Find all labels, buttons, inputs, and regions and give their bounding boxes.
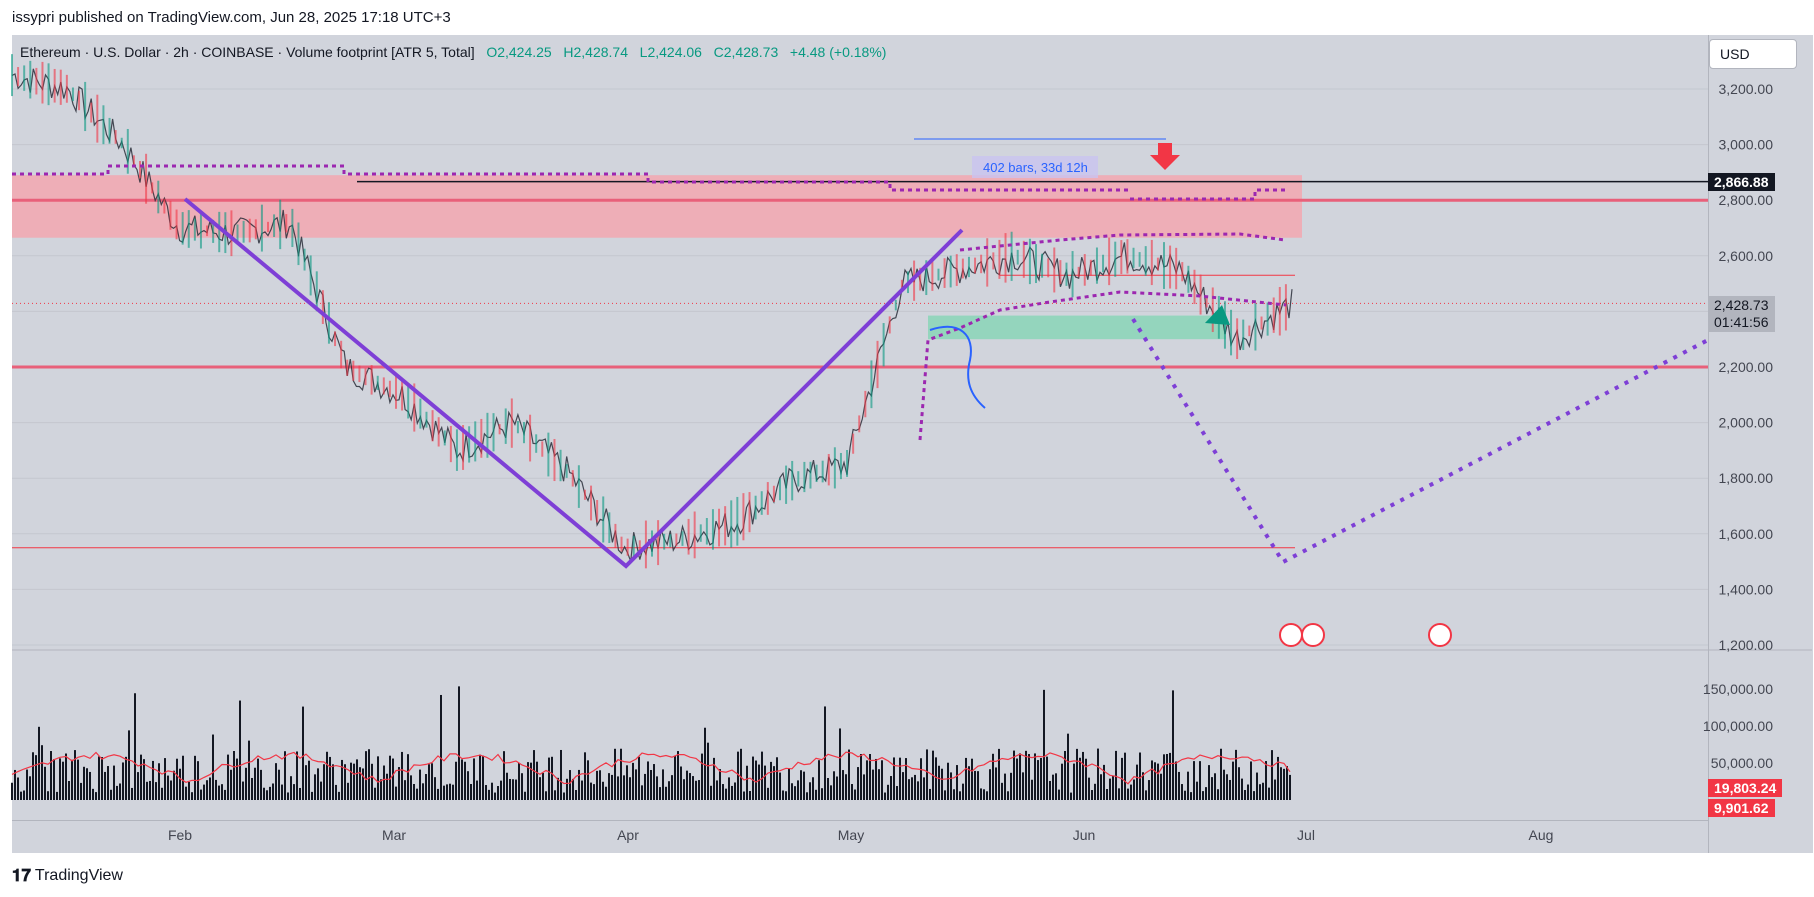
symbol-description: Ethereum · U.S. Dollar · 2h · COINBASE ·… <box>20 44 475 60</box>
time-tick-label: Aug <box>1529 827 1554 843</box>
measure-label-bg <box>972 156 1098 178</box>
last-price-value: 2,428.73 <box>1714 297 1769 313</box>
ohlc-low: L2,424.06 <box>639 44 702 60</box>
indicator-band-dotted <box>959 232 1286 252</box>
last-price-tag: 2,428.73 01:41:56 <box>1708 296 1775 332</box>
high-price-tag: 2,866.88 <box>1708 173 1775 191</box>
time-tick-label: Feb <box>168 827 192 843</box>
bar-countdown: 01:41:56 <box>1714 314 1769 330</box>
volume-tag: 9,901.62 <box>1708 799 1775 817</box>
volume-tick-label: 50,000.00 <box>1711 755 1773 771</box>
volume-ma-tag: 19,803.24 <box>1708 779 1783 797</box>
indicator-mid-dotted <box>918 290 1287 441</box>
price-tick-label: 1,200.00 <box>1719 637 1774 653</box>
chart-area[interactable] <box>12 35 1708 853</box>
indicator-upper-dotted <box>12 164 1130 192</box>
price-tick-label: 1,600.00 <box>1719 526 1774 542</box>
price-tick-label: 3,200.00 <box>1719 81 1774 97</box>
measure-label: 402 bars, 33d 12h <box>983 160 1088 175</box>
price-series-line <box>11 68 1293 562</box>
time-tick-label: Jun <box>1073 827 1096 843</box>
price-tick-label: 1,400.00 <box>1719 581 1774 597</box>
time-tick-label: Apr <box>617 827 639 843</box>
price-tick-label: 3,000.00 <box>1719 137 1774 153</box>
currency-button[interactable]: USD <box>1709 39 1797 69</box>
price-tick-label: 2,200.00 <box>1719 359 1774 375</box>
ohlc-change: +4.48 (+0.18%) <box>789 44 887 60</box>
event-flag-icon <box>1428 623 1452 647</box>
down-arrow-icon <box>1150 143 1180 170</box>
resistance-zone <box>12 175 1302 238</box>
price-tick-label: 2,800.00 <box>1719 192 1774 208</box>
tradingview-logo[interactable]: 𝟏𝟕 TradingView <box>12 866 123 886</box>
price-axis[interactable] <box>1708 35 1813 853</box>
support-zone <box>928 315 1226 340</box>
event-flag-icon <box>1301 623 1325 647</box>
projection-path <box>1131 317 1709 565</box>
time-tick-label: May <box>838 827 864 843</box>
v-pattern-line <box>183 197 964 569</box>
tradingview-brand: TradingView <box>34 867 123 884</box>
time-tick-label: Jul <box>1297 827 1315 843</box>
price-tick-label: 2,000.00 <box>1719 415 1774 431</box>
price-tick-label: 2,600.00 <box>1719 248 1774 264</box>
tradingview-logo-icon: 𝟏𝟕 <box>12 866 31 885</box>
volume-ma-line <box>11 751 1291 785</box>
ohlc-high: H2,428.74 <box>563 44 628 60</box>
event-flag-icon <box>1279 623 1303 647</box>
publication-credit: issypri published on TradingView.com, Ju… <box>12 9 451 26</box>
time-axis[interactable] <box>12 820 1708 854</box>
time-tick-label: Mar <box>382 827 406 843</box>
symbol-legend[interactable]: Ethereum · U.S. Dollar · 2h · COINBASE ·… <box>20 44 886 60</box>
volume-tick-label: 100,000.00 <box>1703 718 1773 734</box>
up-triangle-icon <box>1205 305 1230 325</box>
price-tick-label: 1,800.00 <box>1719 470 1774 486</box>
annotation-arrow <box>929 325 986 409</box>
volume-tick-label: 150,000.00 <box>1703 681 1773 697</box>
indicator-peak-dotted <box>1130 188 1285 201</box>
ohlc-close: C2,428.73 <box>713 44 779 60</box>
ohlc-open: O2,424.25 <box>486 44 552 60</box>
